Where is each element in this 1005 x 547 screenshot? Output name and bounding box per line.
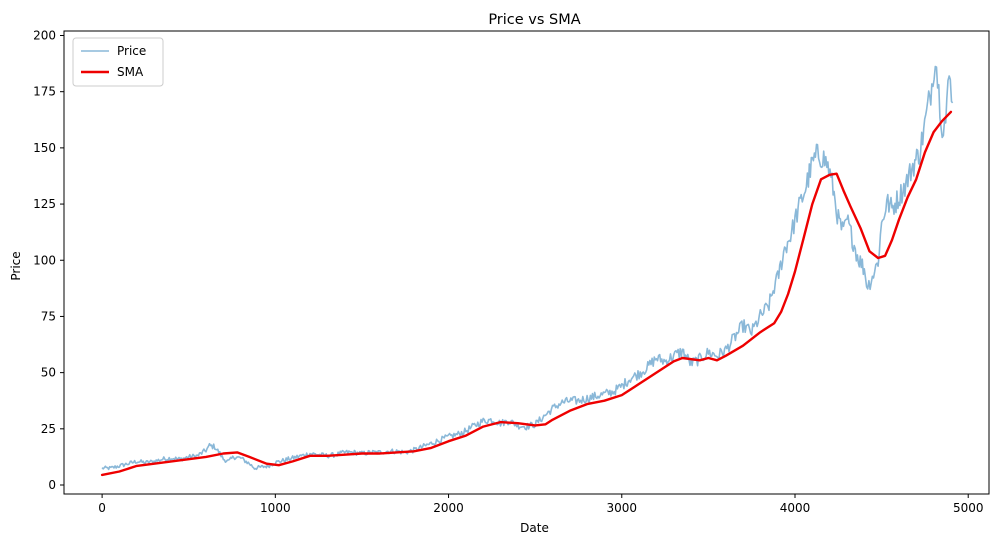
y-tick-label: 125	[33, 197, 56, 211]
plot-area	[100, 65, 954, 477]
y-tick-label: 175	[33, 85, 56, 99]
x-tick-label: 2000	[433, 501, 464, 515]
axes: 0 1000 2000 3000 4000 5000 0 25 50 75 100 125 150 175…	[33, 28, 990, 515]
legend-box	[72, 37, 164, 87]
chart-title: Price vs SMA	[488, 12, 580, 28]
y-tick-label: 200	[33, 28, 56, 42]
y-tick-label: 50	[41, 366, 56, 380]
legend: Price SMA	[72, 37, 164, 87]
x-tick-label: 5000	[953, 501, 984, 515]
x-tick-label: 1000	[260, 501, 291, 515]
legend-label: SMA	[117, 65, 144, 79]
y-tick-label: 25	[41, 422, 56, 436]
y-tick-label: 75	[41, 309, 56, 323]
series-line-price	[101, 65, 954, 471]
y-axis-label: Price	[9, 251, 23, 280]
y-tick-label: 150	[33, 141, 56, 155]
x-tick-label: 3000	[606, 501, 637, 515]
x-tick-label: 0	[98, 501, 106, 515]
y-tick-label: 0	[48, 478, 56, 492]
axes-frame	[63, 30, 990, 495]
y-tick-label: 100	[33, 253, 56, 267]
x-axis-label: Date	[520, 521, 549, 535]
legend-label: Price	[117, 44, 146, 58]
x-tick-label: 4000	[780, 501, 811, 515]
series-line-sma	[100, 110, 953, 477]
